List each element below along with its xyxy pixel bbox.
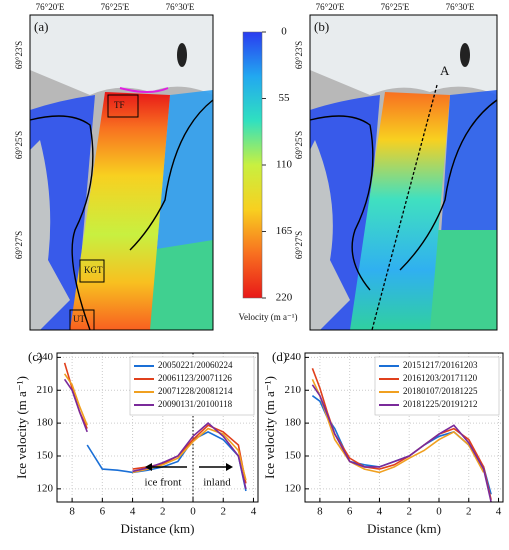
arrow-head (145, 463, 153, 471)
y-tick-label: 150 (285, 450, 302, 462)
y-tick-label: 180 (285, 417, 302, 429)
profile-line (371, 84, 438, 331)
panel-label: (a) (34, 19, 48, 34)
region-label: TF (114, 100, 125, 110)
ice-shelf (310, 15, 497, 95)
y-axis-label: Ice velocity (m a⁻¹) (14, 376, 29, 479)
y-tick-label: 120 (285, 482, 302, 494)
x-tick-label: 8 (317, 506, 323, 518)
rock (177, 43, 187, 67)
series-line (86, 431, 247, 492)
y-tick-label: 180 (37, 417, 54, 429)
lat-label: 69°25'S (294, 131, 304, 159)
region-box (79, 259, 105, 283)
boundary (129, 99, 214, 251)
x-tick-label: 4 (377, 506, 383, 518)
series-line (311, 384, 492, 503)
rock-area (30, 140, 70, 330)
x-tick-label: 6 (100, 506, 106, 518)
colorbar-tick-label: 55 (279, 92, 291, 104)
panel-label: (c) (28, 349, 42, 364)
region-label: UT (73, 314, 85, 324)
lat-label: 69°27'S (294, 231, 304, 259)
colorbar-tick-label: 165 (276, 225, 293, 237)
x-tick-label: 2 (220, 506, 226, 518)
legend-label: 20061123/20071126 (158, 373, 232, 383)
arrow-head (226, 463, 234, 471)
x-tick-label: 0 (190, 506, 196, 518)
ice-front (119, 87, 169, 93)
lon-label: 76°20'E (316, 2, 345, 12)
x-tick-label: 2 (466, 506, 472, 518)
y-tick-label: 210 (37, 384, 54, 396)
annotation: ice front (145, 477, 182, 489)
rock-area (310, 140, 350, 330)
y-tick-label: 120 (37, 482, 54, 494)
boundary (309, 115, 374, 291)
colorbar-label: Velocity (m a⁻¹) (239, 312, 298, 322)
legend-label: 20090131/20100118 (158, 399, 233, 409)
map-a: TF KGT UT (a) 76°20'E 76°25'E 76°30'E 69… (14, 2, 214, 331)
axes-frame (304, 352, 504, 503)
series-line (311, 378, 485, 474)
colorbar-tick-label: 0 (281, 26, 287, 38)
panel-label: (d) (272, 349, 287, 364)
legend-label: 20180107/20181225 (403, 386, 478, 396)
y-tick-label: 240 (285, 351, 302, 363)
lon-label: 76°25'E (101, 2, 130, 12)
x-tick-label: 2 (160, 506, 166, 518)
velocity-area (440, 90, 497, 250)
x-tick-label: 4 (130, 506, 136, 518)
lat-label: 69°23'S (294, 41, 304, 69)
ice-shelf (30, 15, 213, 95)
lat-label: 69°27'S (14, 231, 24, 259)
region-label: KGT (84, 265, 103, 275)
map-frame (309, 14, 498, 331)
colorbar-tick-label: 110 (276, 159, 293, 171)
lat-label: 69°25'S (14, 131, 24, 159)
colorbar-tick-label: 220 (276, 292, 293, 304)
axes-frame (56, 352, 259, 503)
boundary (29, 115, 94, 331)
annotation: inland (203, 477, 231, 489)
x-axis-label: Distance (km) (367, 521, 441, 536)
x-tick-label: 8 (69, 506, 75, 518)
map-b: A (b) 76°20'E 76°25'E 76°30'E 69°23'S 69… (294, 2, 498, 331)
lon-label: 76°25'E (381, 2, 410, 12)
glacier-velocity (70, 92, 170, 330)
panel-label: (b) (314, 19, 329, 34)
y-tick-label: 150 (37, 450, 54, 462)
boundary (399, 99, 498, 271)
legend-label: 20181225/20191212 (403, 399, 478, 409)
map-frame (29, 14, 214, 331)
x-tick-label: 6 (347, 506, 353, 518)
lon-label: 76°20'E (36, 2, 65, 12)
legend-label: 20071228/20081214 (158, 386, 233, 396)
lon-label: 76°30'E (446, 2, 475, 12)
colorbar (242, 31, 263, 299)
region-box (107, 94, 139, 118)
legend-label: 20050221/20060224 (158, 360, 233, 370)
x-tick-label: 2 (406, 506, 412, 518)
velocity-area (140, 240, 213, 330)
series-line (63, 378, 247, 490)
x-axis-label: Distance (km) (120, 521, 194, 536)
y-axis-label: Ice velocity (m a⁻¹) (262, 376, 277, 479)
lon-label: 76°30'E (166, 2, 195, 12)
y-tick-label: 210 (285, 384, 302, 396)
legend-label: 20151217/20161203 (403, 360, 478, 370)
x-tick-label: 4 (251, 506, 257, 518)
x-tick-label: 4 (496, 506, 502, 518)
y-tick-label: 240 (37, 351, 54, 363)
x-tick-label: 0 (436, 506, 442, 518)
glacier-velocity (350, 92, 450, 330)
rock (460, 43, 470, 67)
lat-label: 69°23'S (14, 41, 24, 69)
profile-label: A (440, 63, 450, 78)
legend-label: 20161203/20171120 (403, 373, 478, 383)
